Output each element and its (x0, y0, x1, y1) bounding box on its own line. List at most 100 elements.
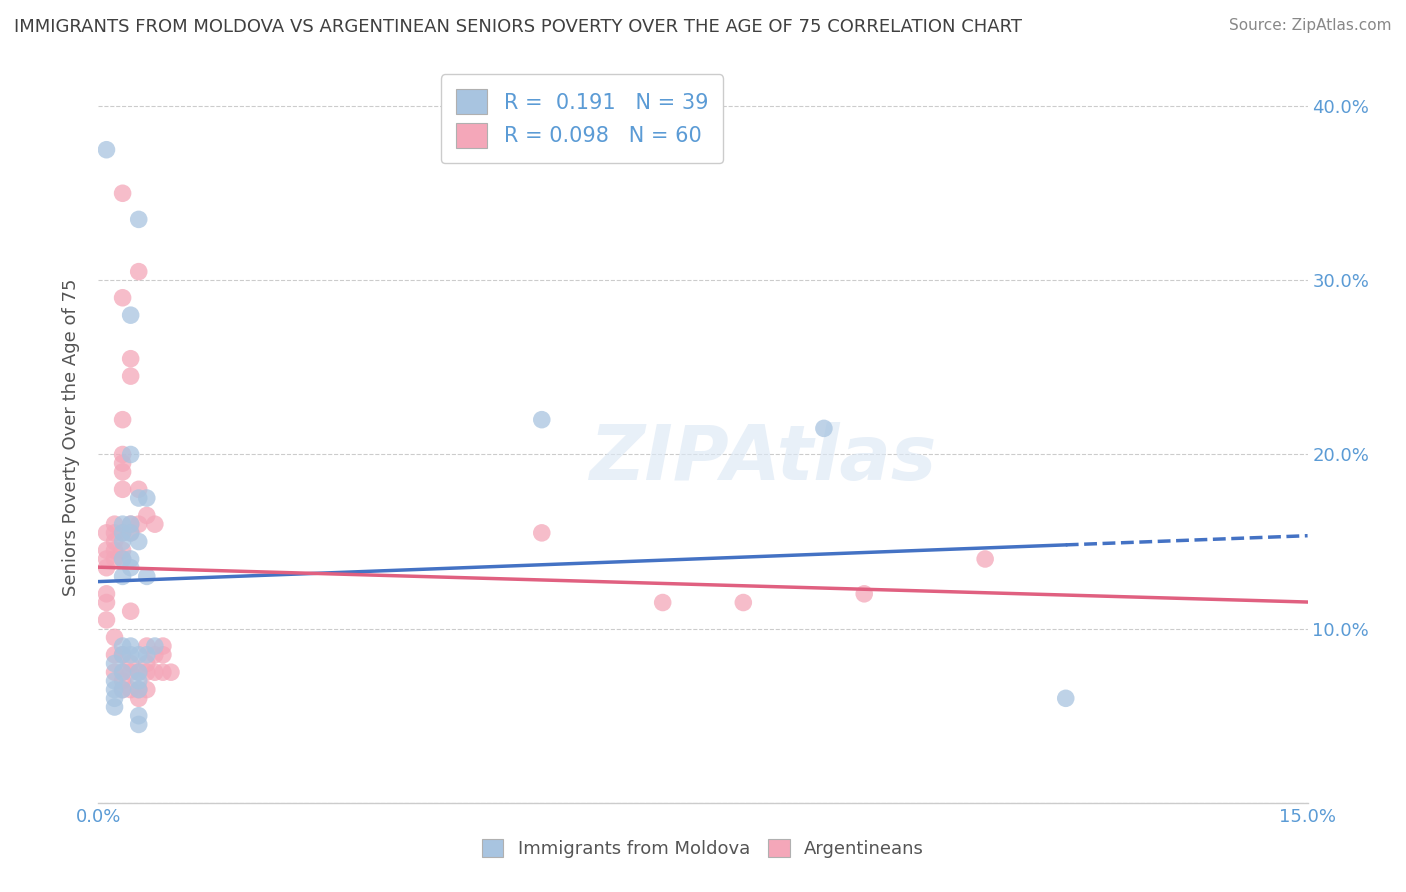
Point (120, 369, 142, 384)
Point (152, 665, 174, 680)
Point (96, 587, 118, 601)
Point (111, 665, 134, 680)
Point (103, 665, 125, 680)
Point (120, 525, 142, 540)
Point (111, 525, 134, 540)
Point (111, 291, 134, 305)
Point (128, 717, 150, 731)
Point (135, 569, 157, 583)
Legend: Immigrants from Moldova, Argentineans: Immigrants from Moldova, Argentineans (472, 830, 934, 867)
Point (111, 543, 134, 558)
Point (111, 682, 134, 697)
Point (120, 657, 142, 671)
Point (135, 639, 157, 653)
Point (135, 508, 157, 523)
Point (111, 682, 134, 697)
Point (111, 665, 134, 680)
Point (135, 648, 157, 662)
Point (143, 665, 166, 680)
Point (96, 552, 118, 566)
Point (111, 483, 134, 497)
Point (530, 412, 553, 426)
Point (120, 517, 142, 532)
Point (1054, 691, 1077, 706)
Point (120, 682, 142, 697)
Point (120, 448, 142, 462)
Point (111, 648, 134, 662)
Point (530, 525, 553, 540)
Point (96, 525, 118, 540)
Point (96, 613, 118, 627)
Point (128, 265, 150, 279)
Point (111, 639, 134, 653)
Point (120, 604, 142, 618)
Point (128, 673, 150, 688)
Point (103, 543, 125, 558)
Point (143, 648, 166, 662)
Point (103, 657, 125, 671)
Point (128, 665, 150, 680)
Point (96, 143, 118, 157)
Point (128, 534, 150, 549)
Point (120, 517, 142, 532)
Point (135, 682, 157, 697)
Text: ZIPAtlas: ZIPAtlas (589, 422, 938, 496)
Point (111, 552, 134, 566)
Point (111, 648, 134, 662)
Point (120, 560, 142, 574)
Point (135, 665, 157, 680)
Point (120, 665, 142, 680)
Point (120, 308, 142, 322)
Point (128, 682, 150, 697)
Point (111, 465, 134, 479)
Point (128, 665, 150, 680)
Point (111, 552, 134, 566)
Point (103, 673, 125, 688)
Point (128, 708, 150, 723)
Point (103, 631, 125, 645)
Point (135, 491, 157, 505)
Point (96, 595, 118, 609)
Point (813, 421, 835, 435)
Point (128, 517, 150, 532)
Point (152, 639, 174, 653)
Point (103, 517, 125, 532)
Point (111, 448, 134, 462)
Point (96, 543, 118, 558)
Point (111, 534, 134, 549)
Point (111, 525, 134, 540)
Point (120, 639, 142, 653)
Point (103, 552, 125, 566)
Point (120, 648, 142, 662)
Point (853, 587, 876, 601)
Point (143, 517, 166, 532)
Point (111, 569, 134, 583)
Point (135, 657, 157, 671)
Point (103, 648, 125, 662)
Point (128, 483, 150, 497)
Point (120, 351, 142, 366)
Point (103, 525, 125, 540)
Point (103, 682, 125, 697)
Point (651, 595, 673, 609)
Point (120, 525, 142, 540)
Point (103, 691, 125, 706)
Text: Source: ZipAtlas.com: Source: ZipAtlas.com (1229, 18, 1392, 33)
Point (128, 648, 150, 662)
Point (111, 456, 134, 470)
Y-axis label: Seniors Poverty Over the Age of 75: Seniors Poverty Over the Age of 75 (62, 278, 80, 596)
Text: IMMIGRANTS FROM MOLDOVA VS ARGENTINEAN SENIORS POVERTY OVER THE AGE OF 75 CORREL: IMMIGRANTS FROM MOLDOVA VS ARGENTINEAN S… (14, 18, 1022, 36)
Point (103, 534, 125, 549)
Point (128, 691, 150, 706)
Point (128, 491, 150, 505)
Point (160, 665, 183, 680)
Point (128, 682, 150, 697)
Point (111, 186, 134, 201)
Point (103, 700, 125, 714)
Point (111, 673, 134, 688)
Point (152, 648, 174, 662)
Point (128, 212, 150, 227)
Point (974, 552, 997, 566)
Point (96, 560, 118, 574)
Point (111, 412, 134, 426)
